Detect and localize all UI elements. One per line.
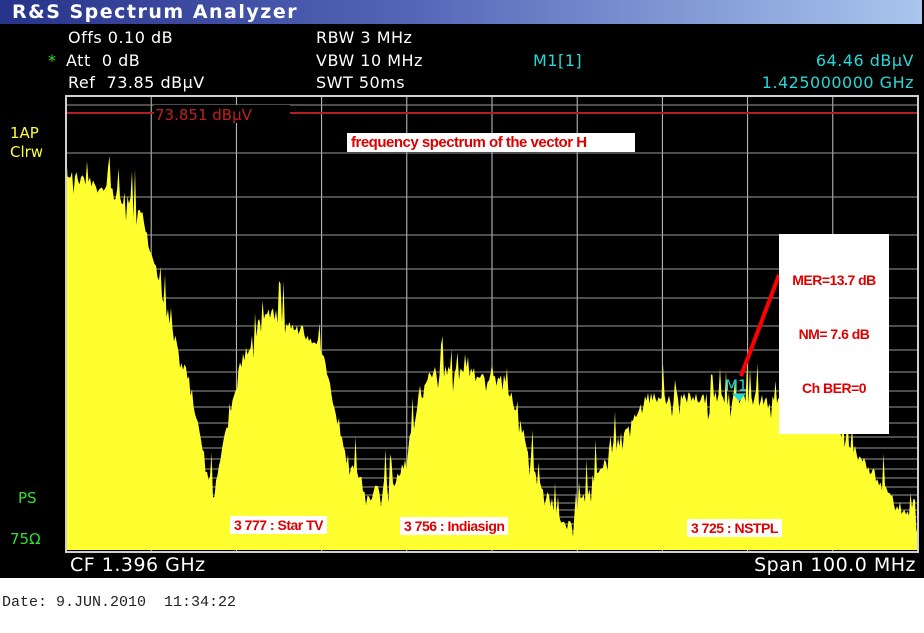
- marker-frequency: 1.425000000 GHz: [761, 73, 914, 92]
- ber-value: Ch BER=0: [801, 380, 867, 396]
- trace-label: 1AP: [10, 124, 39, 142]
- spectrum-trace: [66, 146, 918, 550]
- analyzer-screen: R&S Spectrum Analyzer Offs 0.10 dB * Att…: [0, 0, 924, 578]
- rbw-setting: RBW 3 MHz: [316, 28, 413, 47]
- marker-level: 64.46 dBµV: [815, 51, 914, 70]
- trace-mode: Clrw: [10, 143, 44, 161]
- channel-label-star-tv: 3 777 : Star TV: [230, 516, 327, 534]
- app-title: R&S Spectrum Analyzer: [12, 1, 299, 23]
- span: Span 100.0 MHz: [754, 554, 916, 576]
- marker-label: M1: [725, 376, 748, 394]
- reference-level-label: 73.851 dBµV: [155, 106, 253, 124]
- center-frequency: CF 1.396 GHz: [70, 554, 206, 576]
- reference-label-background: [154, 105, 290, 123]
- ps-label: PS: [18, 489, 37, 507]
- mer-value: MER=13.7 dB: [792, 272, 876, 288]
- annotation-arrow: [739, 274, 781, 377]
- ref-setting: Ref 73.85 dBµV: [68, 73, 205, 92]
- swt-setting: SWT 50ms: [316, 73, 406, 92]
- vbw-setting: VBW 10 MHz: [316, 51, 423, 70]
- marker-triangle-icon[interactable]: [732, 393, 747, 402]
- chart-title: frequency spectrum of the vector H: [347, 133, 635, 152]
- marker-name: M1[1]: [533, 51, 583, 70]
- timestamp: Date: 9.JUN.2010 11:34:22: [2, 594, 237, 611]
- title-bar: R&S Spectrum Analyzer: [0, 0, 922, 24]
- offset-setting: Offs 0.10 dB: [68, 28, 174, 47]
- measurement-annotation: MER=13.7 dB NM= 7.6 dB Ch BER=0: [779, 234, 889, 434]
- plot-frame: [65, 95, 919, 553]
- nm-value: NM= 7.6 dB: [798, 326, 870, 342]
- att-setting: Att 0 dB: [66, 51, 141, 70]
- att-star: *: [48, 51, 57, 70]
- spectrum-plot: 73.851 dBµV M1: [65, 95, 919, 553]
- impedance-label: 75Ω: [10, 530, 41, 548]
- channel-label-indiasign: 3 756 : Indiasign: [400, 517, 509, 535]
- channel-label-nstpl: 3 725 : NSTPL: [687, 519, 782, 537]
